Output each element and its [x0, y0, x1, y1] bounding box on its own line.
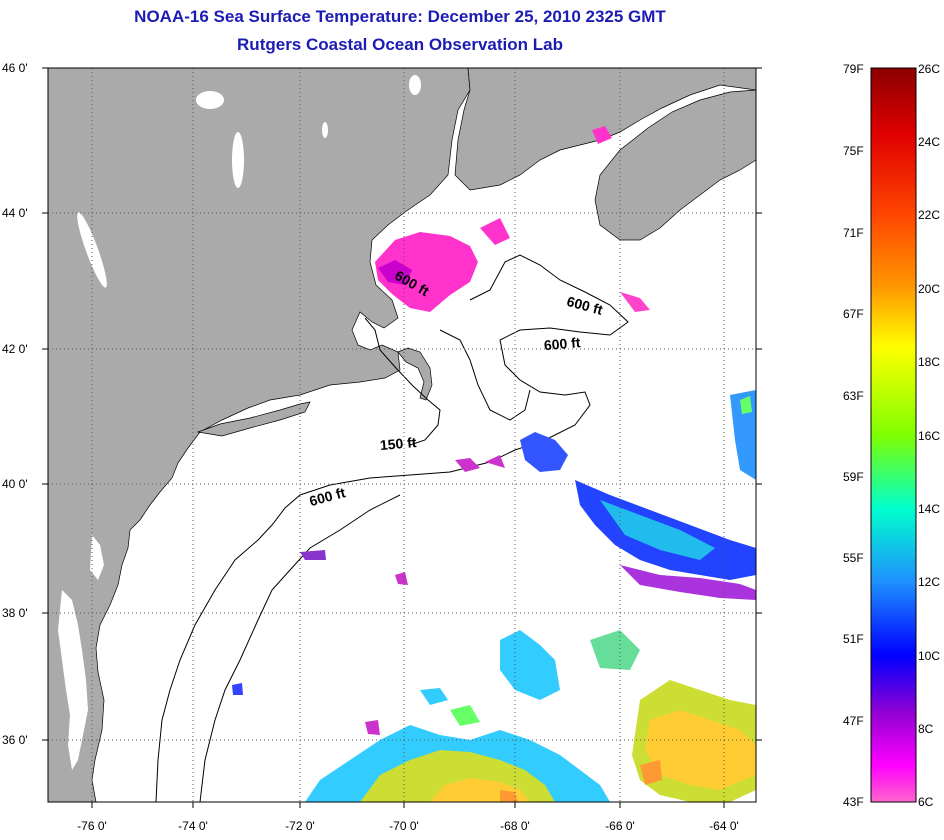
cb-c-label: 14C — [918, 502, 940, 516]
lon-label: -72 0' — [285, 819, 315, 833]
cb-f-label: 59F — [843, 470, 864, 484]
cb-c-label: 6C — [918, 795, 934, 809]
cb-f-label: 51F — [843, 632, 864, 646]
cb-c-label: 18C — [918, 355, 940, 369]
map-subtitle: Rutgers Coastal Ocean Observation Lab — [237, 35, 563, 54]
cb-c-label: 24C — [918, 135, 940, 149]
cb-f-label: 63F — [843, 389, 864, 403]
cb-f-label: 47F — [843, 714, 864, 728]
land-nova-scotia — [594, 89, 756, 241]
lat-label: 36 0' — [2, 733, 28, 747]
cb-f-label: 55F — [843, 551, 864, 565]
lat-label: 40 0' — [2, 477, 28, 491]
cb-f-label: 79F — [843, 62, 864, 76]
lon-label: -68 0' — [500, 819, 530, 833]
lon-label: -70 0' — [389, 819, 419, 833]
land-us — [48, 68, 471, 802]
map-title: NOAA-16 Sea Surface Temperature: Decembe… — [134, 7, 666, 26]
colorbar-c-labels: 26C 24C 22C 20C 18C 16C 14C 12C 10C 8C 6… — [918, 62, 940, 809]
cb-c-label: 10C — [918, 649, 940, 663]
cb-f-label: 67F — [843, 307, 864, 321]
cb-f-label: 71F — [843, 226, 864, 240]
lon-label: -76 0' — [77, 819, 107, 833]
depth-label: 600 ft — [543, 334, 581, 353]
lon-label: -64 0' — [709, 819, 739, 833]
lat-label: 44 0' — [2, 206, 28, 220]
lon-label: -74 0' — [178, 819, 208, 833]
cape-cod — [397, 347, 433, 401]
colorbar-f-labels: 79F 75F 71F 67F 63F 59F 55F 51F 47F 43F — [843, 62, 864, 809]
lat-label: 42 0' — [2, 342, 28, 356]
cb-c-label: 26C — [918, 62, 940, 76]
cb-f-label: 43F — [843, 795, 864, 809]
lat-label: 46 0' — [2, 61, 28, 75]
map-frame — [47, 67, 757, 803]
lon-label: -66 0' — [605, 819, 635, 833]
colorbar — [870, 67, 917, 803]
delaware-bay — [90, 535, 104, 580]
long-island — [196, 401, 311, 437]
cb-c-label: 8C — [918, 722, 934, 736]
cb-c-label: 16C — [918, 429, 940, 443]
cb-c-label: 20C — [918, 282, 940, 296]
depth-label: 150 ft — [379, 434, 417, 453]
cb-f-label: 75F — [843, 144, 864, 158]
cb-c-label: 12C — [918, 575, 940, 589]
lat-label: 38 0' — [2, 606, 28, 620]
cb-c-label: 22C — [918, 208, 940, 222]
chesapeake-bay — [58, 590, 88, 770]
depth-contours — [155, 254, 629, 802]
tick-marks — [42, 67, 762, 808]
